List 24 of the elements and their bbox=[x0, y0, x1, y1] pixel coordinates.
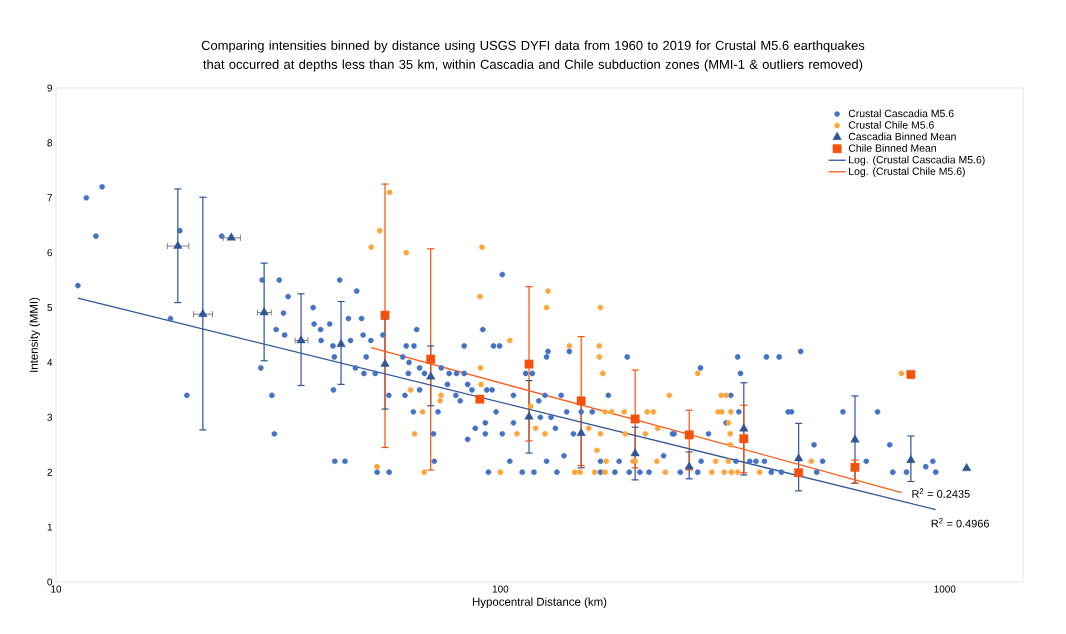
x-tick-label: 10 bbox=[51, 585, 62, 593]
y-tick-label: 9 bbox=[47, 84, 53, 92]
legend-label: Log. (Crustal Cascadia M5.6) bbox=[849, 155, 985, 166]
legend-label: Crustal Chile M5.6 bbox=[848, 121, 934, 129]
x-axis-title: Hypocentral Distance (km) bbox=[472, 597, 607, 609]
y-tick-label: 1 bbox=[47, 523, 53, 531]
annotation: R$^{2}$ = 0.2435 bbox=[912, 488, 970, 498]
x-tick-label: 1000 bbox=[934, 585, 956, 593]
legend-label: Crustal Cascadia M5.6 bbox=[848, 109, 954, 118]
y-tick-label: 2 bbox=[47, 468, 52, 476]
y-tick-label: 5 bbox=[47, 304, 53, 312]
y-tick-label: 6 bbox=[47, 249, 53, 257]
chart-title: Comparing intensities binned by distance using USGS DYFI data from 1960 to 2019 for Crustal M5.6 earthquakes that occurred at depths less than 35 km, within Cascadia and Chile subduction zones (MMI-1 & outliers removed) bbox=[201, 40, 865, 72]
y-tick-label: 4 bbox=[47, 359, 53, 366]
annotation: R$^{2}$ = 0.4966 bbox=[931, 517, 990, 528]
legend-label: Chile Binned Mean bbox=[848, 144, 936, 152]
legend-label: Log. (Crustal Chile M5.6) bbox=[849, 167, 965, 178]
y-tick-label: 8 bbox=[47, 139, 53, 147]
legend-label: Cascadia Binned Mean bbox=[848, 132, 956, 141]
y-tick-label: 7 bbox=[47, 194, 52, 202]
y-tick-label: 0 bbox=[47, 578, 53, 586]
y-tick-label: 3 bbox=[47, 413, 53, 421]
y-axis-title: Intensity (MMI) bbox=[29, 297, 41, 372]
x-tick-label: 100 bbox=[492, 585, 509, 593]
